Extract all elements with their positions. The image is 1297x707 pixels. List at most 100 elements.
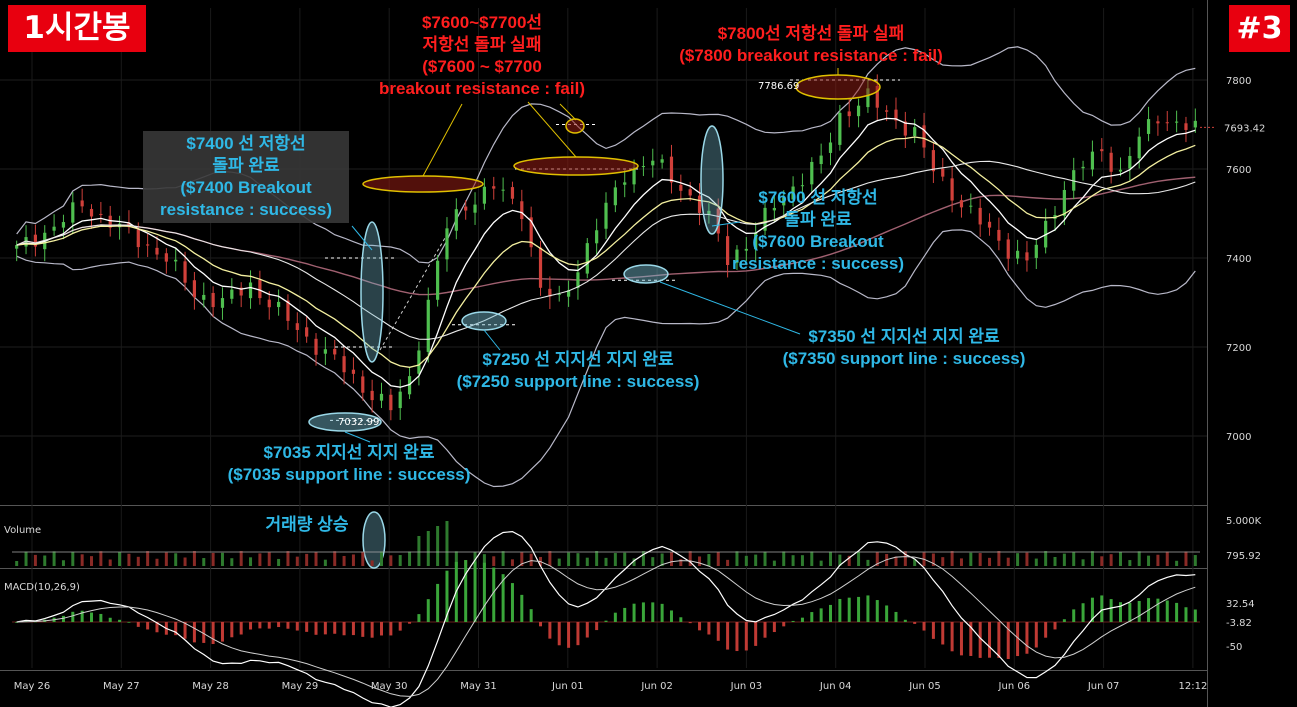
timeframe-badge: 1시간봉 [8,5,146,52]
candle [464,206,468,211]
macd-histogram-bar [903,619,907,622]
volume-bar [744,555,748,566]
volume-bar [660,553,664,566]
volume-bar [454,551,458,566]
annotation-leader-line [659,281,801,335]
candle [969,205,973,207]
low-price-label: 7032.99 [338,417,379,428]
volume-bar [24,551,28,566]
volume-bar [903,551,907,566]
macd-histogram-bar [183,622,187,639]
macd-histogram-bar [810,612,814,622]
candle [1128,155,1132,169]
volume-bar [1109,554,1113,566]
volume-bar [61,560,65,566]
volume-bar [857,551,861,566]
annotation-leader-line [422,103,463,177]
macd-histogram-bar [1044,622,1048,638]
volume-bar [763,551,767,566]
macd-histogram-bar [1016,622,1020,657]
volume-bar [323,559,327,566]
annotation-line: $7350 선 지지선 지지 완료 [808,327,1000,346]
volume-bar [669,552,673,566]
macd-histogram-bar [333,622,337,634]
candle [838,112,842,145]
date-tick-label: Jun 01 [551,681,584,692]
macd-histogram-bar [1118,602,1122,622]
resistance-7600-7700-highlight [362,175,484,193]
macd-histogram-bar [1184,607,1188,622]
volume-bar [286,551,290,566]
macd-histogram-bar [464,560,468,622]
breakout-7400-highlight [360,221,384,363]
candle [1081,166,1085,169]
candle [613,187,617,206]
candle [1118,169,1123,172]
volume-bar [754,554,758,566]
macd-histogram-bar [969,622,973,656]
macd-tick-label: -50 [1226,642,1242,653]
volume-bar [567,552,571,566]
candle [342,356,346,373]
macd-histogram-bar [1081,603,1085,622]
macd-histogram-bar [202,622,206,643]
resistance-7800-highlight [795,74,881,100]
candle [557,294,561,296]
volume-bar [333,551,337,566]
date-tick-label: May 29 [282,681,319,692]
candle [576,272,580,288]
macd-histogram-bar [99,613,103,622]
volume-bar [436,526,440,566]
volume-bar [379,551,383,566]
macd-histogram-bar [576,622,580,646]
macd-histogram-bar [1072,609,1076,622]
candle [33,234,37,247]
panel-divider [0,670,1208,671]
volume-bar [155,558,159,566]
macd-histogram-bar [108,617,112,622]
candle [314,338,318,355]
volume-bar [1090,551,1094,566]
volume-bar [146,551,150,566]
volume-bar [80,554,84,566]
volume-bar [501,551,505,566]
candle [202,294,206,300]
annotation-line: $7800선 저항선 돌파 실패 [717,24,905,43]
volume-bar [1175,560,1179,566]
macd-histogram-bar [1193,609,1197,622]
date-tick-label: May 26 [14,681,51,692]
annotation-line: resistance : success) [160,200,332,219]
volume-bar [988,557,992,566]
volume-bar [969,552,973,566]
volume-bar [791,555,795,566]
volume-bar [520,552,524,566]
candle [99,213,103,215]
volume-bar [595,551,599,566]
candle [529,217,533,248]
macd-histogram-bar [931,622,935,639]
macd-histogram-bar [155,622,159,633]
volume-bar [473,551,477,566]
macd-histogram-bar [950,622,954,652]
candle [220,298,225,308]
volume-bar [164,552,168,566]
candle [959,200,964,208]
candle [1034,244,1038,258]
candle [772,207,776,211]
macd-histogram-bar [1090,597,1094,622]
candle [398,391,402,409]
volume-bar [230,558,234,566]
date-tick-label: Jun 07 [1087,681,1120,692]
candle [276,301,281,308]
annotation-line: $7600~$7700선 [421,13,543,32]
candle [585,243,589,274]
macd-histogram-bar [174,622,178,636]
volume-bar [800,555,804,566]
macd-histogram-bar [959,622,963,656]
annotation-line: ($7350 support line : success) [782,349,1026,368]
macd-histogram-bar [988,622,992,658]
volume-bar [1072,552,1076,566]
macd-histogram-bar [277,622,281,628]
candle [1006,239,1010,259]
